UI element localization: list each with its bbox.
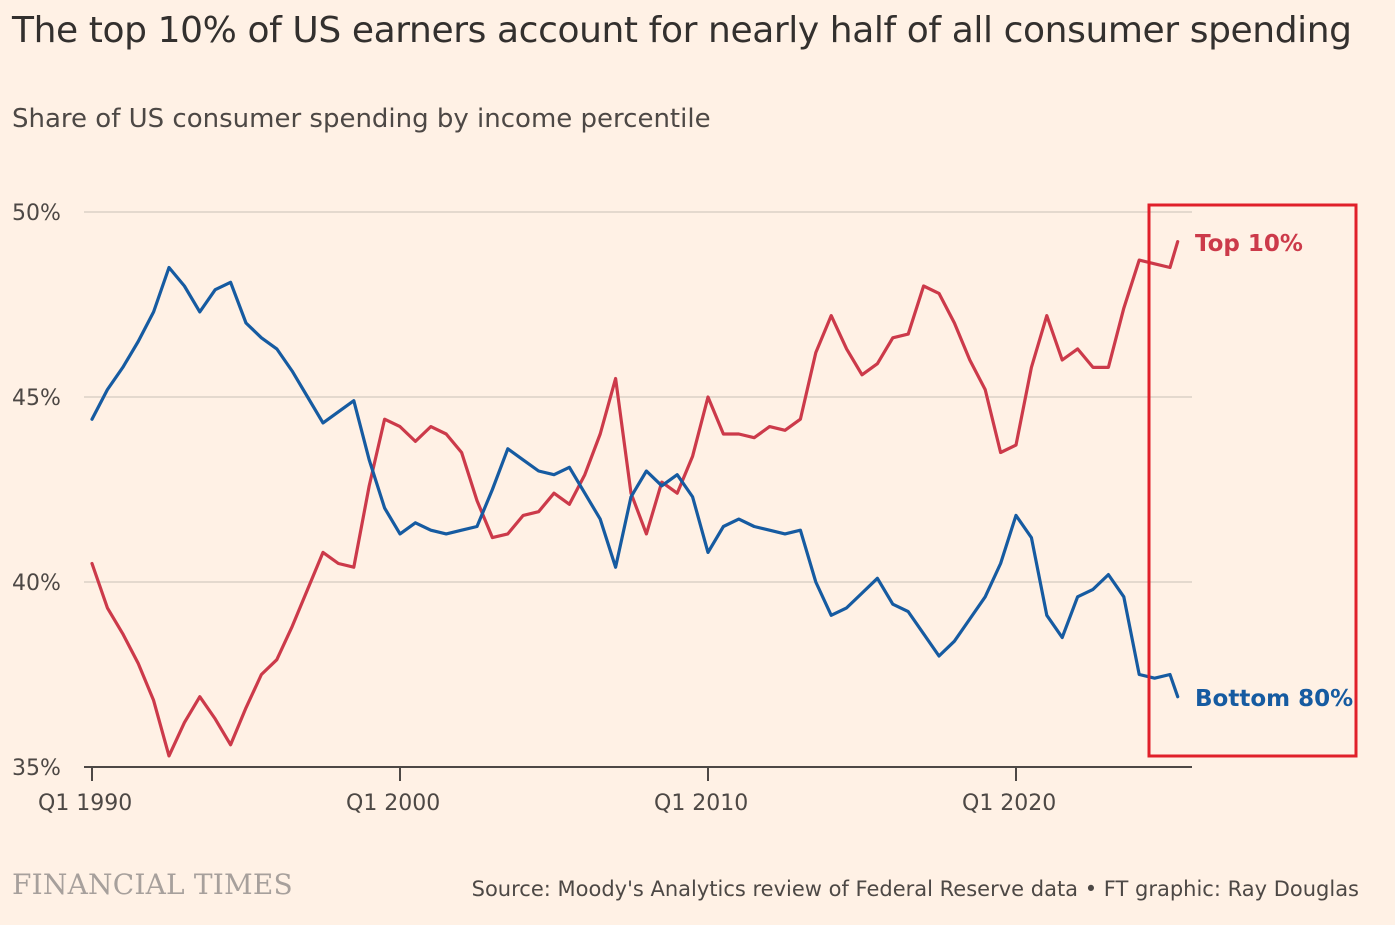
chart-title: The top 10% of US earners account for ne… bbox=[12, 10, 1352, 51]
financial-times-logo: FINANCIAL TIMES bbox=[12, 868, 293, 901]
source-note: Source: Moody's Analytics review of Fede… bbox=[471, 877, 1359, 901]
bottom-80-label: Bottom 80% bbox=[1195, 686, 1353, 712]
series-labels: Top 10% Bottom 80% bbox=[1195, 231, 1353, 712]
y-tick-labels: 35% 40% 45% 50% bbox=[12, 201, 61, 781]
x-axis: Q1 1990 Q1 2000 Q1 2010 Q1 2020 bbox=[38, 767, 1056, 816]
y-tick-label: 40% bbox=[12, 571, 61, 596]
grid-lines bbox=[84, 211, 1192, 768]
x-tick-label: Q1 2010 bbox=[654, 791, 748, 816]
y-tick-label: 35% bbox=[12, 756, 61, 781]
highlight-box bbox=[1147, 203, 1358, 758]
x-tick-label: Q1 2000 bbox=[346, 791, 440, 816]
chart-subtitle: Share of US consumer spending by income … bbox=[12, 104, 711, 134]
x-tick-label: Q1 1990 bbox=[38, 791, 132, 816]
y-tick-label: 45% bbox=[12, 386, 61, 411]
bottom-80-line bbox=[90, 265, 1180, 699]
series-lines bbox=[90, 240, 1180, 758]
x-tick-label: Q1 2020 bbox=[962, 791, 1056, 816]
top-10-line bbox=[90, 240, 1180, 758]
y-tick-label: 50% bbox=[12, 201, 61, 226]
top-10-label: Top 10% bbox=[1195, 231, 1303, 257]
